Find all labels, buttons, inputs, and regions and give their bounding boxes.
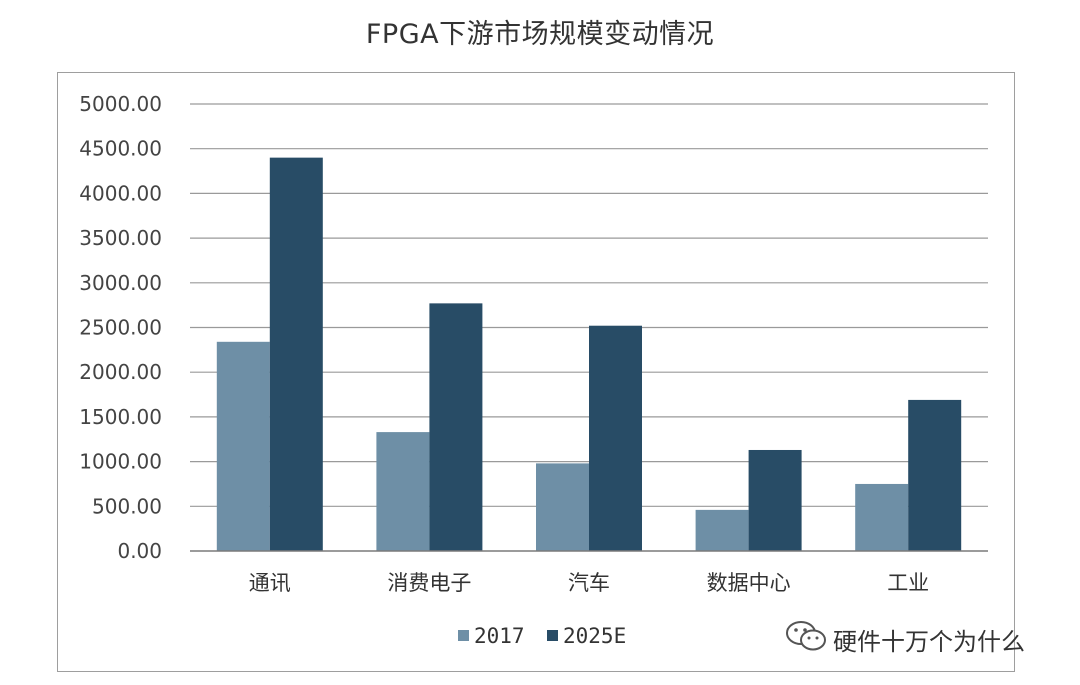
y-tick-label: 1500.00 bbox=[79, 405, 162, 429]
y-tick-label: 4500.00 bbox=[79, 137, 162, 161]
bar-2017 bbox=[216, 341, 270, 551]
x-category-label: 汽车 bbox=[568, 571, 610, 595]
y-tick-label: 3000.00 bbox=[79, 271, 162, 295]
y-tick-label: 4000.00 bbox=[79, 181, 162, 205]
bar-2025e bbox=[429, 303, 483, 551]
y-axis-ticks: 0.00 500.00 1000.00 1500.00 2000.00 2500.00 30… bbox=[79, 92, 162, 563]
y-tick-label: 500.00 bbox=[92, 494, 162, 518]
bar-2017 bbox=[376, 432, 430, 551]
y-tick-label: 0.00 bbox=[117, 539, 162, 563]
legend-swatch bbox=[458, 630, 469, 641]
y-tick-label: 2000.00 bbox=[79, 360, 162, 384]
y-tick-label: 3500.00 bbox=[79, 226, 162, 250]
y-tick-label: 5000.00 bbox=[79, 92, 162, 116]
chart-title: FPGA下游市场规模变动情况 bbox=[365, 19, 715, 50]
legend: 2017 2025E bbox=[458, 624, 626, 648]
x-category-label: 消费电子 bbox=[387, 571, 471, 595]
bar-2017 bbox=[695, 509, 749, 551]
bar-2025e bbox=[589, 325, 642, 551]
legend-label: 2025E bbox=[563, 624, 626, 648]
bar-2025e bbox=[748, 449, 802, 551]
bars bbox=[216, 157, 962, 551]
x-axis-categories: 通讯 消费电子 汽车 数据中心 工业 bbox=[249, 571, 929, 595]
wechat-icon bbox=[786, 621, 826, 651]
x-category-label: 通讯 bbox=[249, 571, 291, 595]
bar-2017 bbox=[536, 463, 589, 551]
bar-2025e bbox=[269, 157, 323, 551]
legend-swatch bbox=[547, 630, 558, 641]
bar-2025e bbox=[908, 399, 962, 551]
bar-2017 bbox=[855, 483, 909, 551]
y-tick-label: 1000.00 bbox=[79, 450, 162, 474]
chart-frame bbox=[57, 72, 1015, 672]
x-category-label: 数据中心 bbox=[707, 571, 791, 595]
legend-label: 2017 bbox=[474, 624, 525, 648]
x-category-label: 工业 bbox=[887, 571, 929, 595]
gridlines bbox=[190, 103, 988, 507]
y-tick-label: 2500.00 bbox=[79, 316, 162, 340]
watermark-text: 硬件十万个为什么 bbox=[833, 628, 1025, 656]
